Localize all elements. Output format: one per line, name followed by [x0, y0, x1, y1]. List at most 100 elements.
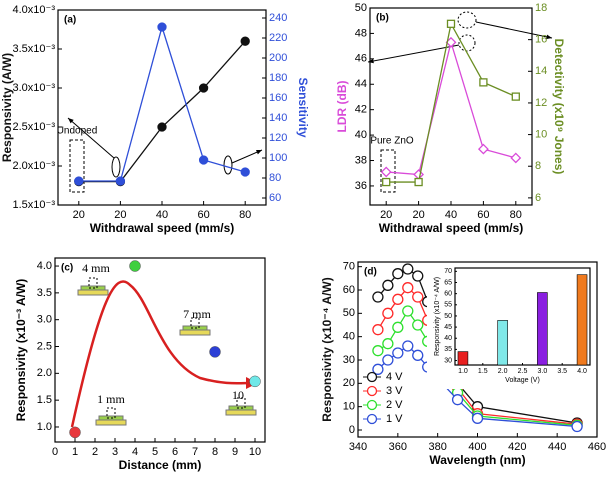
y2-tick-label: 140: [269, 112, 287, 124]
x-tick-label: 2.0: [498, 368, 508, 375]
x-tick-label: 380: [428, 441, 446, 453]
y-axis-label: LDR (dB): [335, 81, 349, 133]
arrow: [367, 44, 460, 63]
y-tick-label: 38: [355, 154, 367, 166]
marker: [392, 293, 404, 305]
x-tick-label: 1.0: [458, 368, 468, 375]
y-tick-label: 50: [355, 2, 367, 14]
x-tick-label: 40: [156, 209, 168, 221]
annotation: 10: [232, 388, 244, 402]
legend-label: 1 V: [386, 413, 403, 425]
marker: [446, 19, 456, 28]
y-tick-label: 2.0x10⁻³: [13, 160, 56, 172]
x-tick-label: 3.5: [557, 368, 567, 375]
x-tick-label: 3.0: [537, 368, 547, 375]
y2-axis-label: Detectivity (x10⁹ Jones): [552, 39, 566, 175]
point: [129, 260, 141, 272]
y-tick-label: 0: [349, 424, 355, 436]
y-tick-label: 35: [444, 346, 452, 353]
legend-label: 3 V: [386, 385, 403, 397]
marker: [382, 177, 391, 187]
marker: [382, 354, 394, 366]
marker: [392, 268, 404, 280]
marker: [198, 155, 209, 165]
annotation: 7 mm: [183, 307, 211, 321]
y-tick-label: 60: [343, 284, 355, 296]
callout: [458, 34, 476, 52]
y-axis-label: Responsivity (A/W): [0, 53, 14, 162]
y-tick-label: 1.5x10⁻³: [13, 199, 56, 211]
marker: [451, 394, 464, 406]
marker: [402, 305, 414, 317]
marker: [372, 291, 384, 303]
y-tick-label: 40: [355, 129, 367, 141]
y2-tick-label: 10: [535, 128, 547, 140]
y2-tick-label: 16: [535, 34, 547, 46]
x-tick-label: 2.5: [518, 368, 528, 375]
y-tick-label: 70: [343, 261, 355, 273]
x-tick-label: 460: [588, 441, 606, 453]
x-tick-label: 400: [468, 441, 486, 453]
arrow-head: [68, 118, 74, 124]
y2-tick-label: 12: [535, 97, 547, 109]
callout: [111, 156, 121, 178]
x-tick-label: 0: [52, 446, 58, 458]
y-tick-label: 2.0: [37, 367, 52, 379]
marker: [510, 152, 522, 164]
device-base: [225, 409, 257, 416]
x-tick-label: 10: [249, 446, 261, 458]
panel-label: (c): [61, 263, 73, 274]
arrow-head: [368, 58, 374, 64]
y-tick-label: 40: [343, 331, 355, 343]
y-tick-label: 40: [444, 335, 452, 342]
x-tick-label: 1: [72, 446, 78, 458]
legend-label: 2 V: [386, 399, 403, 411]
marker: [412, 319, 424, 331]
marker: [571, 420, 583, 433]
x-tick-label: 1.5: [478, 368, 488, 375]
callout: [457, 11, 477, 29]
device-base: [179, 329, 211, 336]
legend-label: 4 V: [386, 371, 403, 383]
series-line: [78, 24, 246, 182]
y2-tick-label: 80: [269, 172, 281, 184]
x-axis-label: Voltage (V): [505, 377, 540, 384]
y2-tick-label: 220: [269, 32, 287, 44]
annotation: 4 mm: [82, 261, 110, 275]
arrow-head: [546, 34, 552, 40]
marker: [402, 263, 414, 275]
x-axis-label: Withdrawal speed (mm/s): [90, 221, 235, 235]
trend-arrow: [70, 280, 251, 428]
x-tick-label: 9: [232, 446, 238, 458]
y-tick-label: 2.5x10⁻³: [13, 121, 56, 133]
marker: [412, 291, 424, 303]
bar: [457, 351, 469, 366]
y2-tick-label: 14: [535, 65, 547, 77]
y-tick-label: 3.5x10⁻³: [13, 43, 56, 55]
x-tick-label: 20: [380, 209, 392, 221]
marker: [392, 347, 404, 359]
y-tick-label: 30: [444, 357, 452, 364]
y-tick-label: 3.0: [37, 314, 52, 326]
y-tick-label: 60: [444, 290, 452, 297]
annotation: Pure ZnO: [370, 136, 414, 147]
marker: [402, 282, 414, 294]
y-tick-label: 65: [444, 279, 452, 286]
x-tick-label: 2: [92, 446, 98, 458]
y-tick-label: 3.5: [37, 287, 52, 299]
y-tick-label: 20: [343, 377, 355, 389]
series-line: [377, 309, 578, 426]
marker: [240, 36, 250, 46]
panel-label: (d): [364, 267, 377, 278]
arrow: [67, 117, 115, 159]
y-tick-label: 70: [444, 268, 452, 275]
x-tick-label: 8: [212, 446, 218, 458]
marker: [402, 340, 414, 352]
y2-tick-label: 120: [269, 132, 287, 144]
y-tick-label: 36: [355, 180, 367, 192]
annotation: 1 mm: [97, 392, 125, 406]
x-tick-label: 80: [239, 209, 251, 221]
y-tick-label: 42: [355, 104, 367, 116]
marker: [382, 279, 394, 291]
